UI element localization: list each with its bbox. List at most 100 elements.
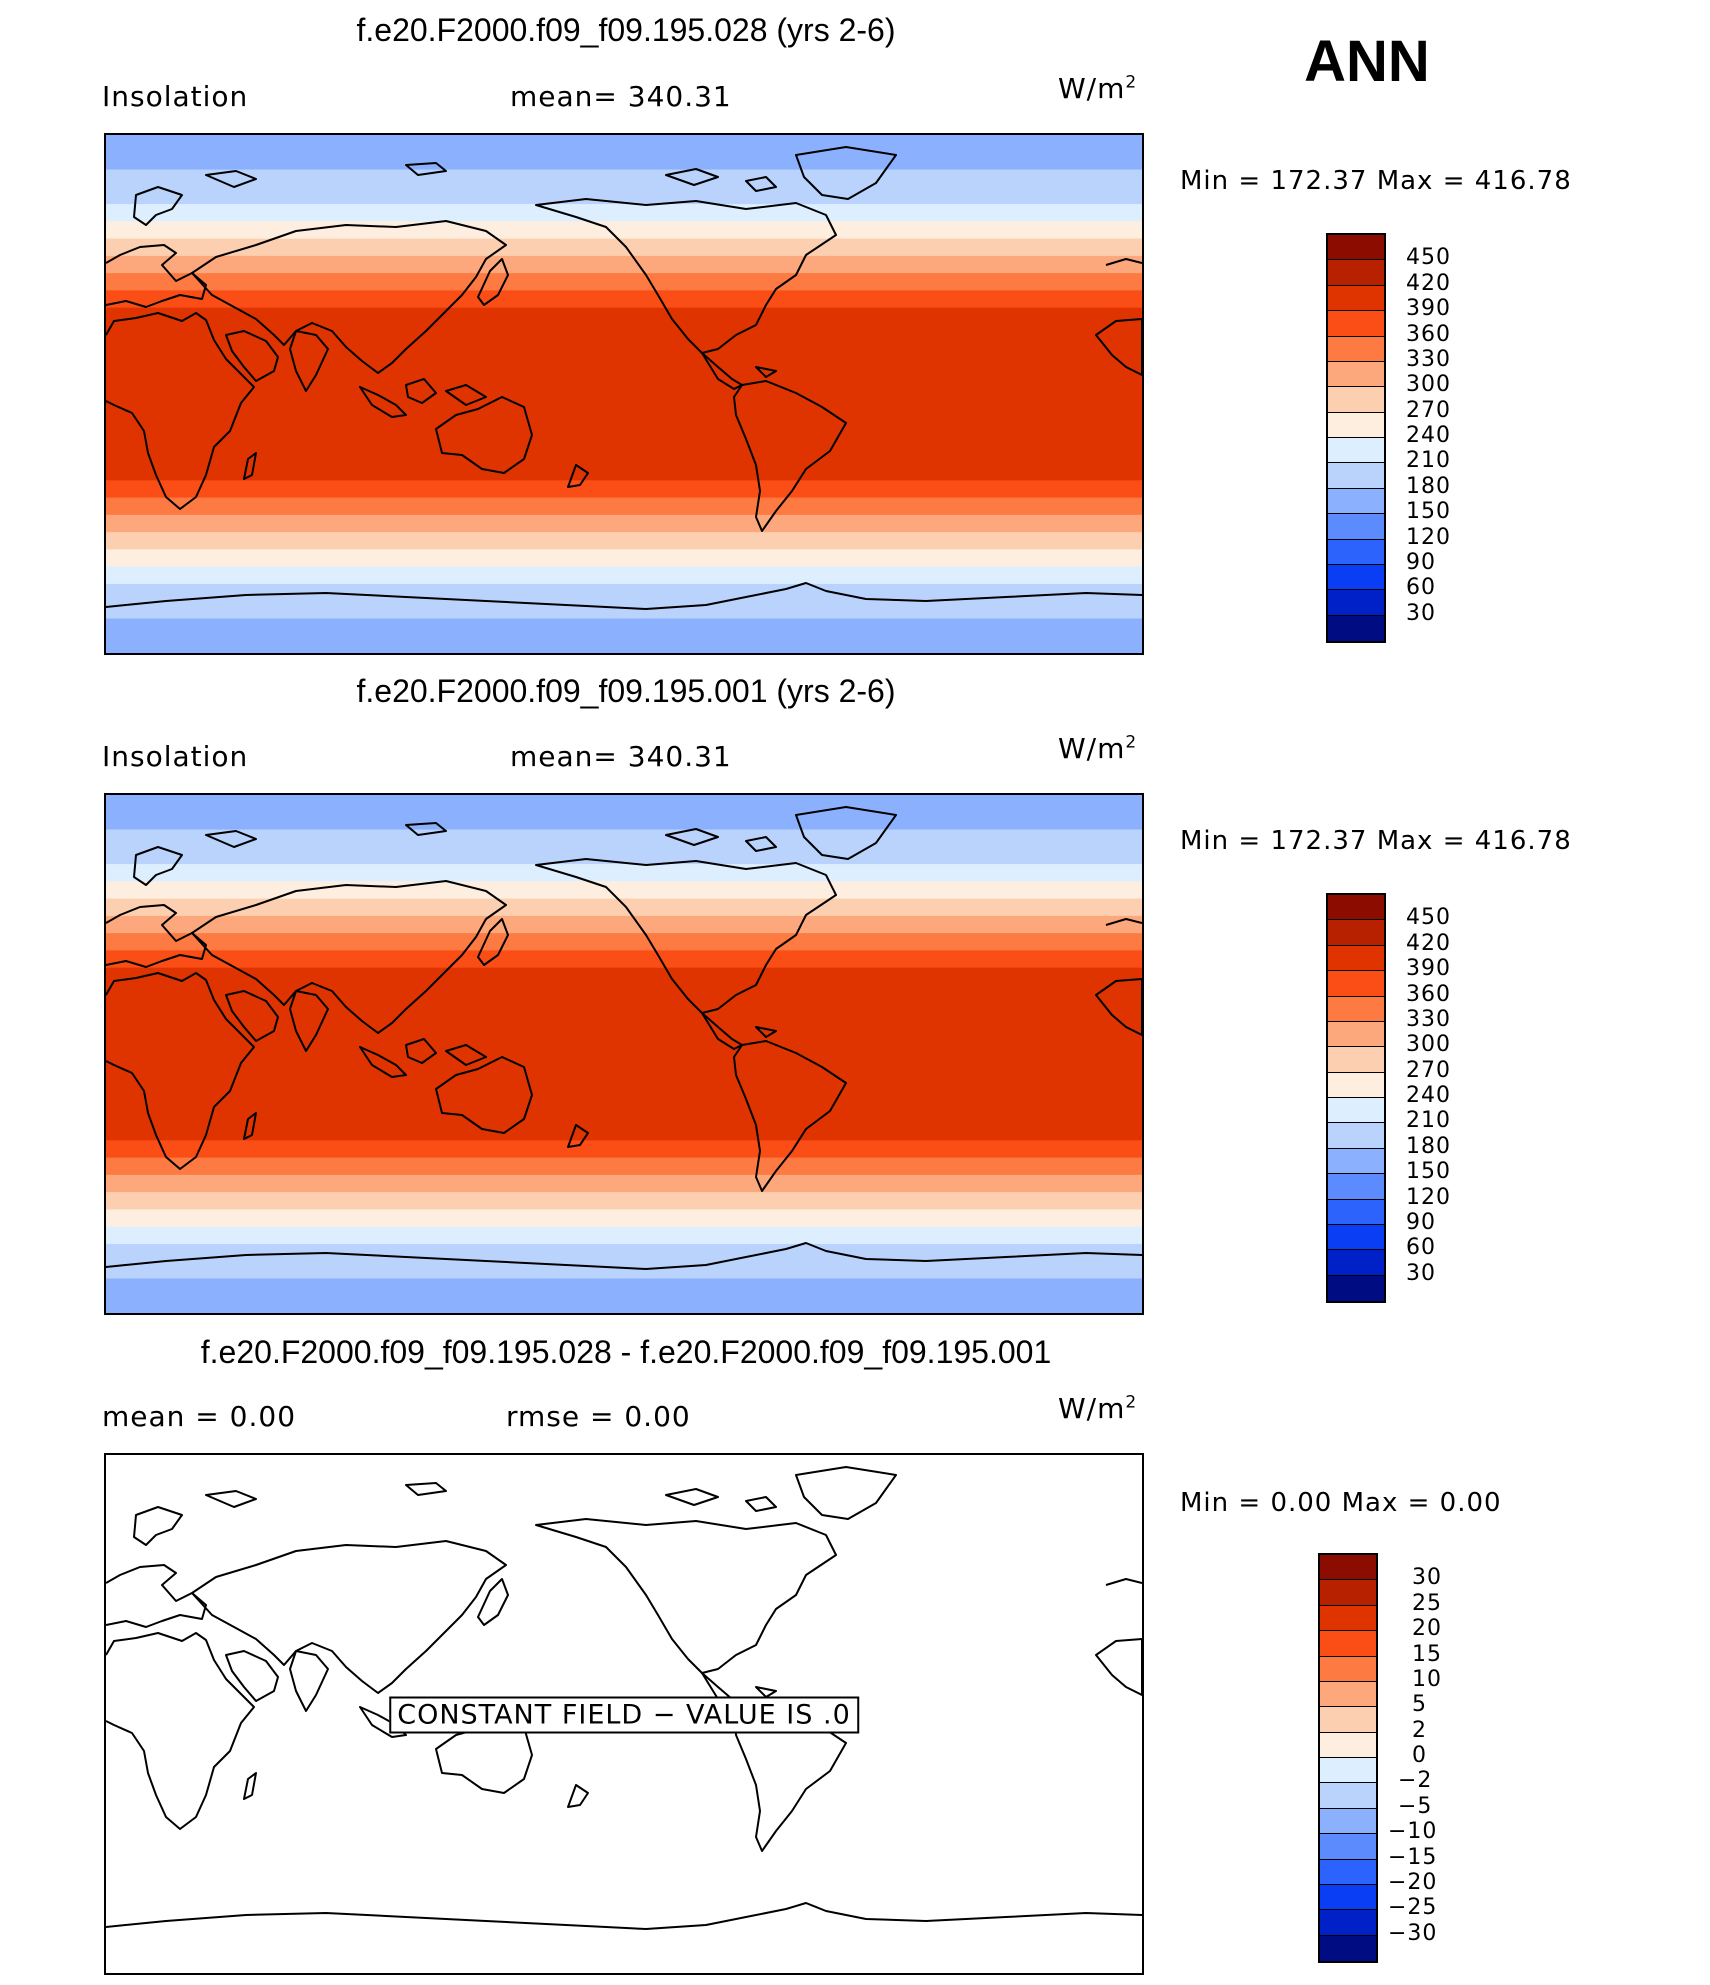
colorbar-tick-label: 150 <box>1406 1159 1451 1185</box>
coastline <box>106 244 207 308</box>
panel-2-colorbar <box>1326 893 1386 1303</box>
coastline <box>435 396 533 474</box>
colorbar-swatch <box>1328 539 1384 565</box>
colorbar-swatch <box>1320 1605 1376 1632</box>
season-label: ANN <box>1304 29 1430 94</box>
colorbar-swatch <box>1328 920 1384 946</box>
coastline <box>225 1650 279 1702</box>
colorbar-swatch <box>1328 1199 1384 1225</box>
panel-3-colorbar <box>1318 1553 1378 1963</box>
colorbar-tick-label: 0 <box>1412 1743 1427 1768</box>
panel-3-rmse-label: rmse = 0.00 <box>506 1400 691 1433</box>
insolation-band <box>106 480 1142 499</box>
coastline <box>535 198 837 354</box>
coastline <box>191 1540 507 1694</box>
insolation-band <box>106 514 1142 533</box>
colorbar-tick-label: 60 <box>1406 1235 1436 1261</box>
colorbar-swatch <box>1328 1021 1384 1048</box>
colorbar-tick-label: 180 <box>1406 473 1451 499</box>
insolation-band <box>106 1140 1142 1159</box>
colorbar-swatch <box>1328 260 1384 286</box>
colorbar-tick-label: −25 <box>1388 1895 1438 1921</box>
colorbar-swatch <box>1328 971 1384 997</box>
colorbar-tick-label: 60 <box>1406 575 1436 601</box>
colorbar-swatch <box>1328 1275 1384 1301</box>
constant-field-note: CONSTANT FIELD − VALUE IS .0 <box>389 1696 859 1734</box>
coastline <box>225 990 279 1042</box>
colorbar-tick-label: 210 <box>1406 1108 1451 1134</box>
insolation-band <box>106 1243 1142 1279</box>
coastline <box>133 1506 183 1546</box>
coastline <box>1095 1578 1142 1696</box>
colorbar-tick-label: 420 <box>1406 270 1451 296</box>
colorbar-tick-label: 390 <box>1406 296 1451 322</box>
insolation-band <box>106 204 1142 222</box>
insolation-band <box>106 915 1142 934</box>
coastline <box>243 452 257 480</box>
insolation-band <box>106 532 1142 550</box>
colorbar-tick-label: 270 <box>1406 397 1451 423</box>
insolation-band <box>106 618 1142 653</box>
colorbar-swatch <box>1320 1808 1376 1835</box>
colorbar-swatch <box>1320 1555 1376 1581</box>
coastline <box>477 918 509 966</box>
coastline <box>795 1466 897 1520</box>
coastline <box>106 312 255 510</box>
colorbar-tick-label: 30 <box>1406 600 1436 626</box>
coastline <box>106 1242 1142 1270</box>
insolation-band <box>106 950 1142 969</box>
insolation-band <box>106 933 1142 951</box>
coastline <box>133 186 183 226</box>
insolation-band <box>106 273 1142 291</box>
colorbar-tick-label: 25 <box>1412 1590 1442 1616</box>
colorbar-swatch <box>1320 1732 1376 1758</box>
colorbar-swatch <box>1320 1758 1376 1784</box>
insolation-band <box>106 566 1142 585</box>
insolation-band <box>106 497 1142 516</box>
colorbar-tick-label: 360 <box>1406 981 1451 1007</box>
panel-1-coastlines <box>106 146 1142 610</box>
colorbar-tick-label: 270 <box>1406 1057 1451 1083</box>
coastline <box>359 1038 487 1078</box>
coastline <box>701 1012 777 1050</box>
colorbar-tick-label: 420 <box>1406 930 1451 956</box>
colorbar-swatch <box>1320 1707 1376 1733</box>
colorbar-tick-label: 330 <box>1406 1006 1451 1032</box>
colorbar-swatch <box>1328 336 1384 362</box>
coastline <box>106 904 207 968</box>
colorbar-tick-label: 5 <box>1412 1692 1427 1718</box>
colorbar-tick-label: 90 <box>1406 1209 1436 1235</box>
coastline <box>205 822 777 852</box>
colorbar-tick-label: 2 <box>1412 1717 1427 1743</box>
coastline <box>191 220 507 374</box>
coastline <box>567 1784 589 1808</box>
insolation-band <box>106 549 1142 568</box>
coastline <box>289 990 329 1052</box>
colorbar-swatch <box>1328 1072 1384 1098</box>
colorbar-tick-label: −2 <box>1398 1768 1433 1794</box>
colorbar-swatch <box>1320 1681 1376 1708</box>
colorbar-swatch <box>1328 235 1384 261</box>
panel-2-coastlines <box>106 806 1142 1270</box>
colorbar-swatch <box>1328 1148 1384 1175</box>
colorbar-tick-label: 450 <box>1406 245 1451 271</box>
insolation-band <box>106 829 1142 865</box>
colorbar-tick-label: 10 <box>1412 1666 1442 1692</box>
colorbar-swatch <box>1328 615 1384 641</box>
insolation-band <box>106 169 1142 205</box>
coastline <box>477 258 509 306</box>
colorbar-tick-label: −5 <box>1398 1793 1433 1819</box>
panel-3-units: W/m2 <box>1058 1392 1138 1425</box>
colorbar-tick-label: 240 <box>1406 423 1451 448</box>
coastline <box>477 1578 509 1626</box>
colorbar-swatch <box>1328 996 1384 1022</box>
colorbar-swatch <box>1328 514 1384 540</box>
panel-1-title: f.e20.F2000.f09_f09.195.028 (yrs 2-6) <box>356 12 896 48</box>
coastline <box>435 1056 533 1134</box>
colorbar-tick-label: 450 <box>1406 905 1451 931</box>
panel-3-minmax: Min = 0.00 Max = 0.00 <box>1180 1488 1502 1518</box>
colorbar-swatch <box>1320 1580 1376 1606</box>
colorbar-swatch <box>1328 1098 1384 1124</box>
insolation-band <box>106 135 1142 171</box>
coastline <box>191 880 507 1034</box>
